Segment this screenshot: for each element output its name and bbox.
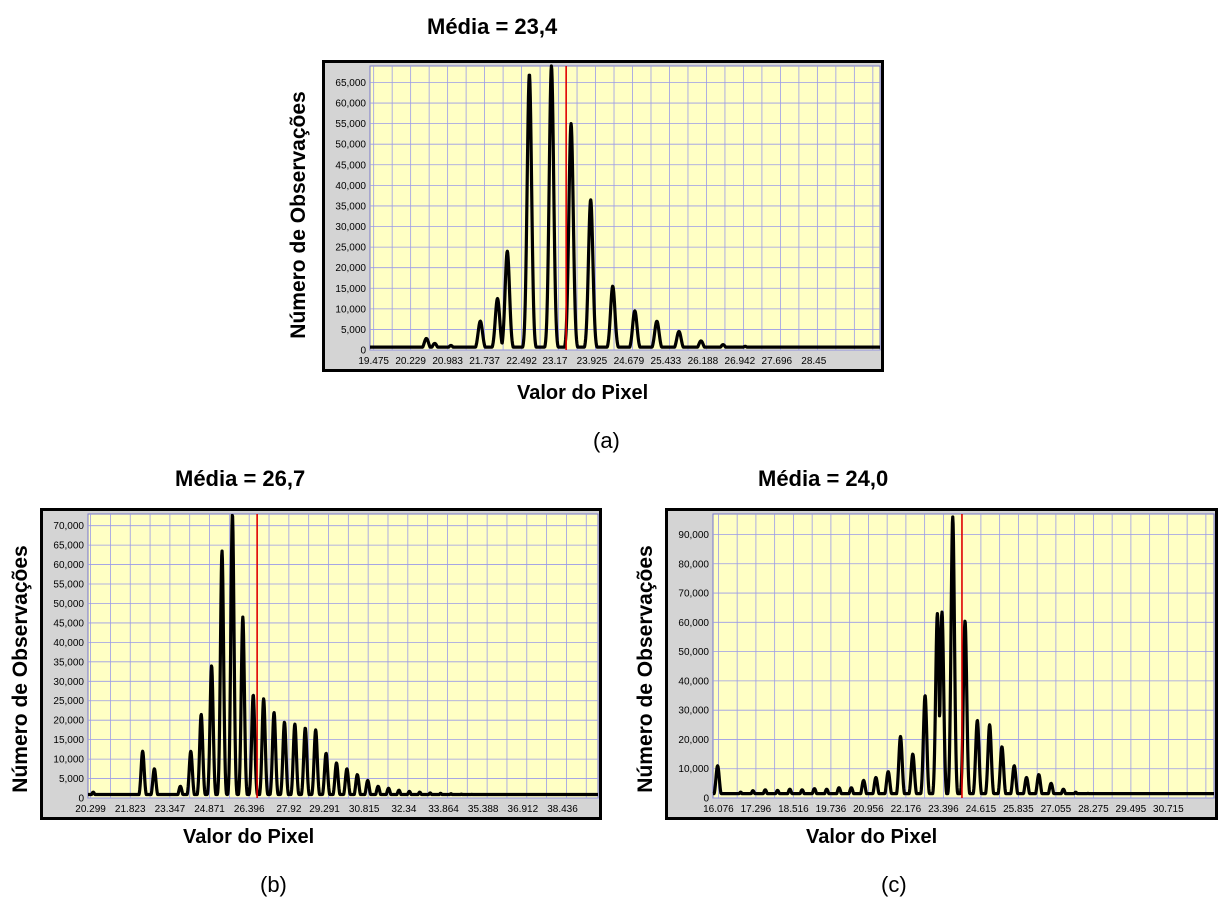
plot-area-b: 0 5,000 10,000 15,000 20,000 25,000 30,000 35,0… <box>40 508 602 820</box>
y-tick-label-b: 35,000 <box>53 657 84 668</box>
histogram-series-b <box>86 513 600 797</box>
y-tick-label-c: 20,000 <box>678 735 709 746</box>
y-tick-label-c: 30,000 <box>678 706 709 717</box>
x-tick-label-a: 22.492 <box>506 356 537 367</box>
y-tick-label-c: 60,000 <box>678 618 709 629</box>
x-tick-label-b: 38.436 <box>547 804 578 815</box>
y-tick-label-b: 20,000 <box>53 716 84 727</box>
figure-caption-b: (b) <box>260 872 287 897</box>
x-tick-label-a: 26.188 <box>688 356 719 367</box>
x-tick-label-c: 19.736 <box>816 804 847 815</box>
y-tick-label-a: 30,000 <box>335 222 366 233</box>
y-tick-label-b: 50,000 <box>53 599 84 610</box>
histogram-series-c <box>711 515 1216 796</box>
y-tick-label-b: 30,000 <box>53 677 84 688</box>
y-tick-label-a: 25,000 <box>335 243 366 254</box>
y-tick-label-a: 10,000 <box>335 304 366 315</box>
y-tick-label-a: 40,000 <box>335 181 366 192</box>
x-tick-label-a: 20.983 <box>432 356 463 367</box>
y-tick-label-c: 50,000 <box>678 647 709 658</box>
x-tick-label-c: 17.296 <box>741 804 772 815</box>
y-tick-label-a: 15,000 <box>335 284 366 295</box>
x-tick-label-b: 36.912 <box>508 804 539 815</box>
y-tick-label-a: 35,000 <box>335 201 366 212</box>
y-axis-label-a: Número de Observações <box>287 91 310 339</box>
x-tick-label-a: 23.925 <box>577 356 608 367</box>
x-tick-label-b: 23.347 <box>155 804 186 815</box>
x-tick-label-c: 30.715 <box>1153 804 1184 815</box>
plot-area-a: 0 5,000 10,000 15,000 20,000 25,000 30,000 35,0… <box>322 60 884 372</box>
x-tick-label-c: 29.495 <box>1116 804 1147 815</box>
chart-title-c: Média = 24,0 <box>758 466 889 491</box>
x-tick-label-b: 20.299 <box>75 804 106 815</box>
x-tick-label-b: 35.388 <box>468 804 499 815</box>
y-tick-label-a: 65,000 <box>335 78 366 89</box>
x-tick-label-b: 33.864 <box>428 804 459 815</box>
x-tick-label-c: 28.275 <box>1078 804 1109 815</box>
y-tick-label-a: 20,000 <box>335 263 366 274</box>
figure-caption-a: (a) <box>593 428 620 453</box>
y-tick-label-c: 70,000 <box>678 589 709 600</box>
x-axis-label-b: Valor do Pixel <box>183 826 315 848</box>
x-tick-label-b: 24.871 <box>194 804 225 815</box>
x-tick-label-b: 32.34 <box>391 804 416 815</box>
x-tick-label-b: 26.396 <box>234 804 265 815</box>
x-tick-label-a: 21.737 <box>469 356 500 367</box>
y-tick-label-b: 10,000 <box>53 755 84 766</box>
y-tick-label-a: 60,000 <box>335 99 366 110</box>
x-tick-label-a: 28.45 <box>801 356 826 367</box>
y-tick-label-c: 0 <box>703 794 709 805</box>
x-tick-label-c: 24.615 <box>966 804 997 815</box>
y-tick-label-b: 40,000 <box>53 638 84 649</box>
y-tick-label-b: 15,000 <box>53 735 84 746</box>
y-tick-label-c: 10,000 <box>678 764 709 775</box>
y-tick-label-a: 50,000 <box>335 140 366 151</box>
y-tick-label-b: 70,000 <box>53 521 84 532</box>
y-tick-label-b: 55,000 <box>53 580 84 591</box>
x-tick-label-b: 29.291 <box>309 804 340 815</box>
chart-title-a: Média = 23,4 <box>427 14 558 39</box>
x-tick-label-a: 25.433 <box>651 356 682 367</box>
y-tick-label-b: 60,000 <box>53 560 84 571</box>
x-tick-label-c: 16.076 <box>703 804 734 815</box>
x-tick-label-c: 18.516 <box>778 804 809 815</box>
x-tick-label-c: 25.835 <box>1003 804 1034 815</box>
x-tick-label-a: 26.942 <box>725 356 756 367</box>
y-tick-label-c: 80,000 <box>678 559 709 570</box>
x-tick-label-c: 27.055 <box>1041 804 1072 815</box>
y-tick-label-a: 55,000 <box>335 119 366 130</box>
y-tick-label-c: 90,000 <box>678 530 709 541</box>
x-tick-label-c: 23.396 <box>928 804 959 815</box>
y-tick-label-c: 40,000 <box>678 676 709 687</box>
x-tick-label-b: 27.92 <box>276 804 301 815</box>
x-tick-label-a: 27.696 <box>762 356 793 367</box>
y-tick-label-a: 45,000 <box>335 160 366 171</box>
x-tick-label-c: 20.956 <box>853 804 884 815</box>
x-tick-label-c: 22.176 <box>891 804 922 815</box>
x-axis-label-c: Valor do Pixel <box>806 826 938 848</box>
x-tick-label-b: 21.823 <box>115 804 146 815</box>
x-tick-label-a: 23.17 <box>542 356 567 367</box>
histogram-series-a <box>368 64 882 349</box>
y-axis-label-b: Número de Observações <box>9 545 32 793</box>
x-tick-label-a: 20.229 <box>395 356 426 367</box>
y-tick-label-a: 5,000 <box>341 325 366 336</box>
y-tick-label-b: 25,000 <box>53 696 84 707</box>
figure-caption-c: (c) <box>881 872 907 897</box>
y-tick-label-b: 45,000 <box>53 618 84 629</box>
plot-background-a <box>369 65 881 351</box>
plot-background-b <box>87 513 599 799</box>
x-tick-label-a: 19.475 <box>358 356 389 367</box>
y-tick-label-b: 65,000 <box>53 541 84 552</box>
y-tick-label-b: 5,000 <box>59 774 84 785</box>
plot-area-c: 0 10,000 20,000 30,000 40,000 50,000 60,000 70,… <box>665 508 1218 820</box>
y-tick-label-b: 0 <box>78 794 84 805</box>
y-axis-label-c: Número de Observações <box>634 545 657 793</box>
x-tick-label-b: 30.815 <box>349 804 380 815</box>
chart-title-b: Média = 26,7 <box>175 466 306 491</box>
x-tick-label-a: 24.679 <box>614 356 645 367</box>
x-axis-label-a: Valor do Pixel <box>517 382 649 404</box>
y-tick-label-a: 0 <box>360 346 366 357</box>
